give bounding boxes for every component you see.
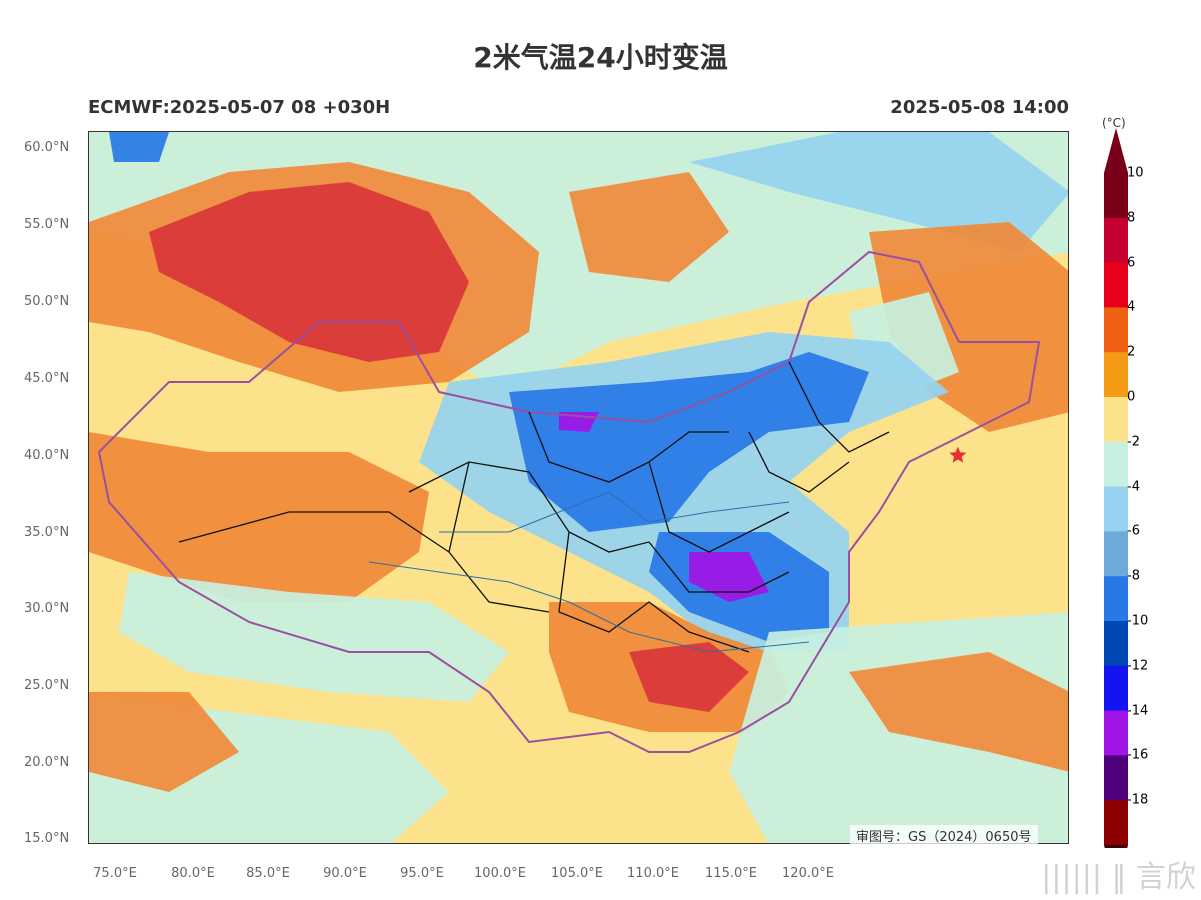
province-boundary	[788, 361, 890, 453]
watermark: |||||| ‖ 言欣	[1041, 860, 1196, 895]
colorbar-tick-label: 6	[1127, 255, 1136, 271]
colorbar-tick-label: -12	[1127, 658, 1149, 674]
temperature-field-cold	[689, 132, 1068, 252]
lon-tick-label: 100.0°E	[474, 866, 526, 881]
colorbar-segment	[1104, 173, 1128, 219]
lon-tick-label: 90.0°E	[323, 866, 367, 881]
lon-tick-label: 95.0°E	[400, 866, 444, 881]
lat-tick-label: 60.0°N	[24, 140, 70, 155]
province-boundary	[448, 461, 550, 613]
lon-tick-label: 85.0°E	[246, 866, 290, 881]
capital-star-marker	[949, 446, 967, 463]
colorbar-tick-label: -8	[1127, 568, 1140, 584]
colorbar	[1104, 128, 1128, 848]
colorbar-tick-label: -2	[1127, 434, 1140, 450]
colorbar-tick-label: 2	[1127, 344, 1136, 360]
province-boundary	[648, 461, 790, 553]
colorbar-segment	[1104, 800, 1128, 846]
map-title: 2米气温24小时变温	[473, 41, 728, 74]
colorbar-tick-label: -14	[1127, 703, 1149, 719]
lat-tick-label: 50.0°N	[24, 294, 70, 309]
colorbar-bottom-arrow	[1104, 845, 1128, 848]
lon-tick-label: 110.0°E	[627, 866, 679, 881]
river	[439, 491, 790, 533]
lon-tick-label: 105.0°E	[551, 866, 603, 881]
colorbar-segment	[1104, 486, 1128, 532]
colorbar-segment	[1104, 217, 1128, 264]
map-review-number: 审图号：GS（2024）0650号	[850, 825, 1038, 846]
colorbar-segment	[1104, 621, 1128, 667]
valid-time-label: 2025-05-08 14:00	[890, 97, 1069, 118]
colorbar-segment	[1104, 531, 1128, 577]
temperature-field-warm	[849, 652, 1068, 772]
temperature-field-colder	[509, 352, 869, 532]
colorbar-tick-label: -4	[1127, 479, 1140, 495]
colorbar-segment	[1104, 352, 1128, 398]
colorbar-segment	[1104, 576, 1128, 622]
province-boundary	[408, 461, 650, 553]
colorbar-tick-label: -16	[1127, 747, 1149, 763]
model-run-label: ECMWF:2025-05-07 08 +030H	[88, 97, 391, 118]
colorbar-segment	[1104, 397, 1128, 443]
lon-tick-label: 115.0°E	[705, 866, 757, 881]
province-boundary	[748, 431, 850, 493]
lat-tick-label: 15.0°N	[24, 831, 70, 846]
province-boundary	[178, 511, 450, 553]
lat-tick-label: 55.0°N	[24, 217, 70, 232]
lat-tick-label: 40.0°N	[24, 448, 70, 463]
temperature-field-coldest	[689, 552, 769, 602]
colorbar-segment	[1104, 665, 1128, 712]
province-boundary	[558, 531, 750, 653]
lon-tick-label: 80.0°E	[171, 866, 215, 881]
colorbar-segment	[1104, 307, 1128, 353]
temperature-field-warm	[869, 222, 1068, 432]
national-border	[97, 250, 1041, 753]
temperature-field-warm	[569, 172, 729, 282]
colorbar-segment	[1104, 262, 1128, 308]
temperature-field-warm	[89, 432, 429, 602]
colorbar-segment	[1104, 710, 1128, 756]
lat-tick-label: 45.0°N	[24, 371, 70, 386]
river	[368, 561, 810, 653]
colorbar-top-arrow	[1104, 128, 1128, 173]
colorbar-tick-label: 10	[1127, 165, 1144, 181]
lat-tick-label: 30.0°N	[24, 601, 70, 616]
temperature-field-warm_strong	[629, 642, 749, 712]
temperature-change-map	[89, 132, 1068, 843]
lat-tick-label: 35.0°N	[24, 525, 70, 540]
lat-tick-label: 25.0°N	[24, 678, 70, 693]
colorbar-segment	[1104, 441, 1128, 488]
map-panel	[88, 131, 1069, 844]
temperature-field-warm	[89, 692, 239, 792]
province-boundary	[528, 411, 729, 483]
colorbar-tick-label: -6	[1127, 523, 1140, 539]
lat-tick-label: 20.0°N	[24, 755, 70, 770]
temperature-field-warm_strong	[149, 182, 469, 362]
lon-tick-label: 120.0°E	[782, 866, 834, 881]
colorbar-segment	[1104, 755, 1128, 801]
colorbar-tick-label: 0	[1127, 389, 1136, 405]
province-boundary	[648, 541, 790, 593]
colorbar-tick-label: 8	[1127, 210, 1136, 226]
colorbar-unit: (°C)	[1102, 116, 1126, 130]
colorbar-tick-label: -10	[1127, 613, 1149, 629]
temperature-field-colder	[109, 132, 169, 162]
colorbar-tick-label: -18	[1127, 792, 1149, 808]
colorbar-tick-label: 4	[1127, 299, 1136, 315]
lon-tick-label: 75.0°E	[93, 866, 137, 881]
